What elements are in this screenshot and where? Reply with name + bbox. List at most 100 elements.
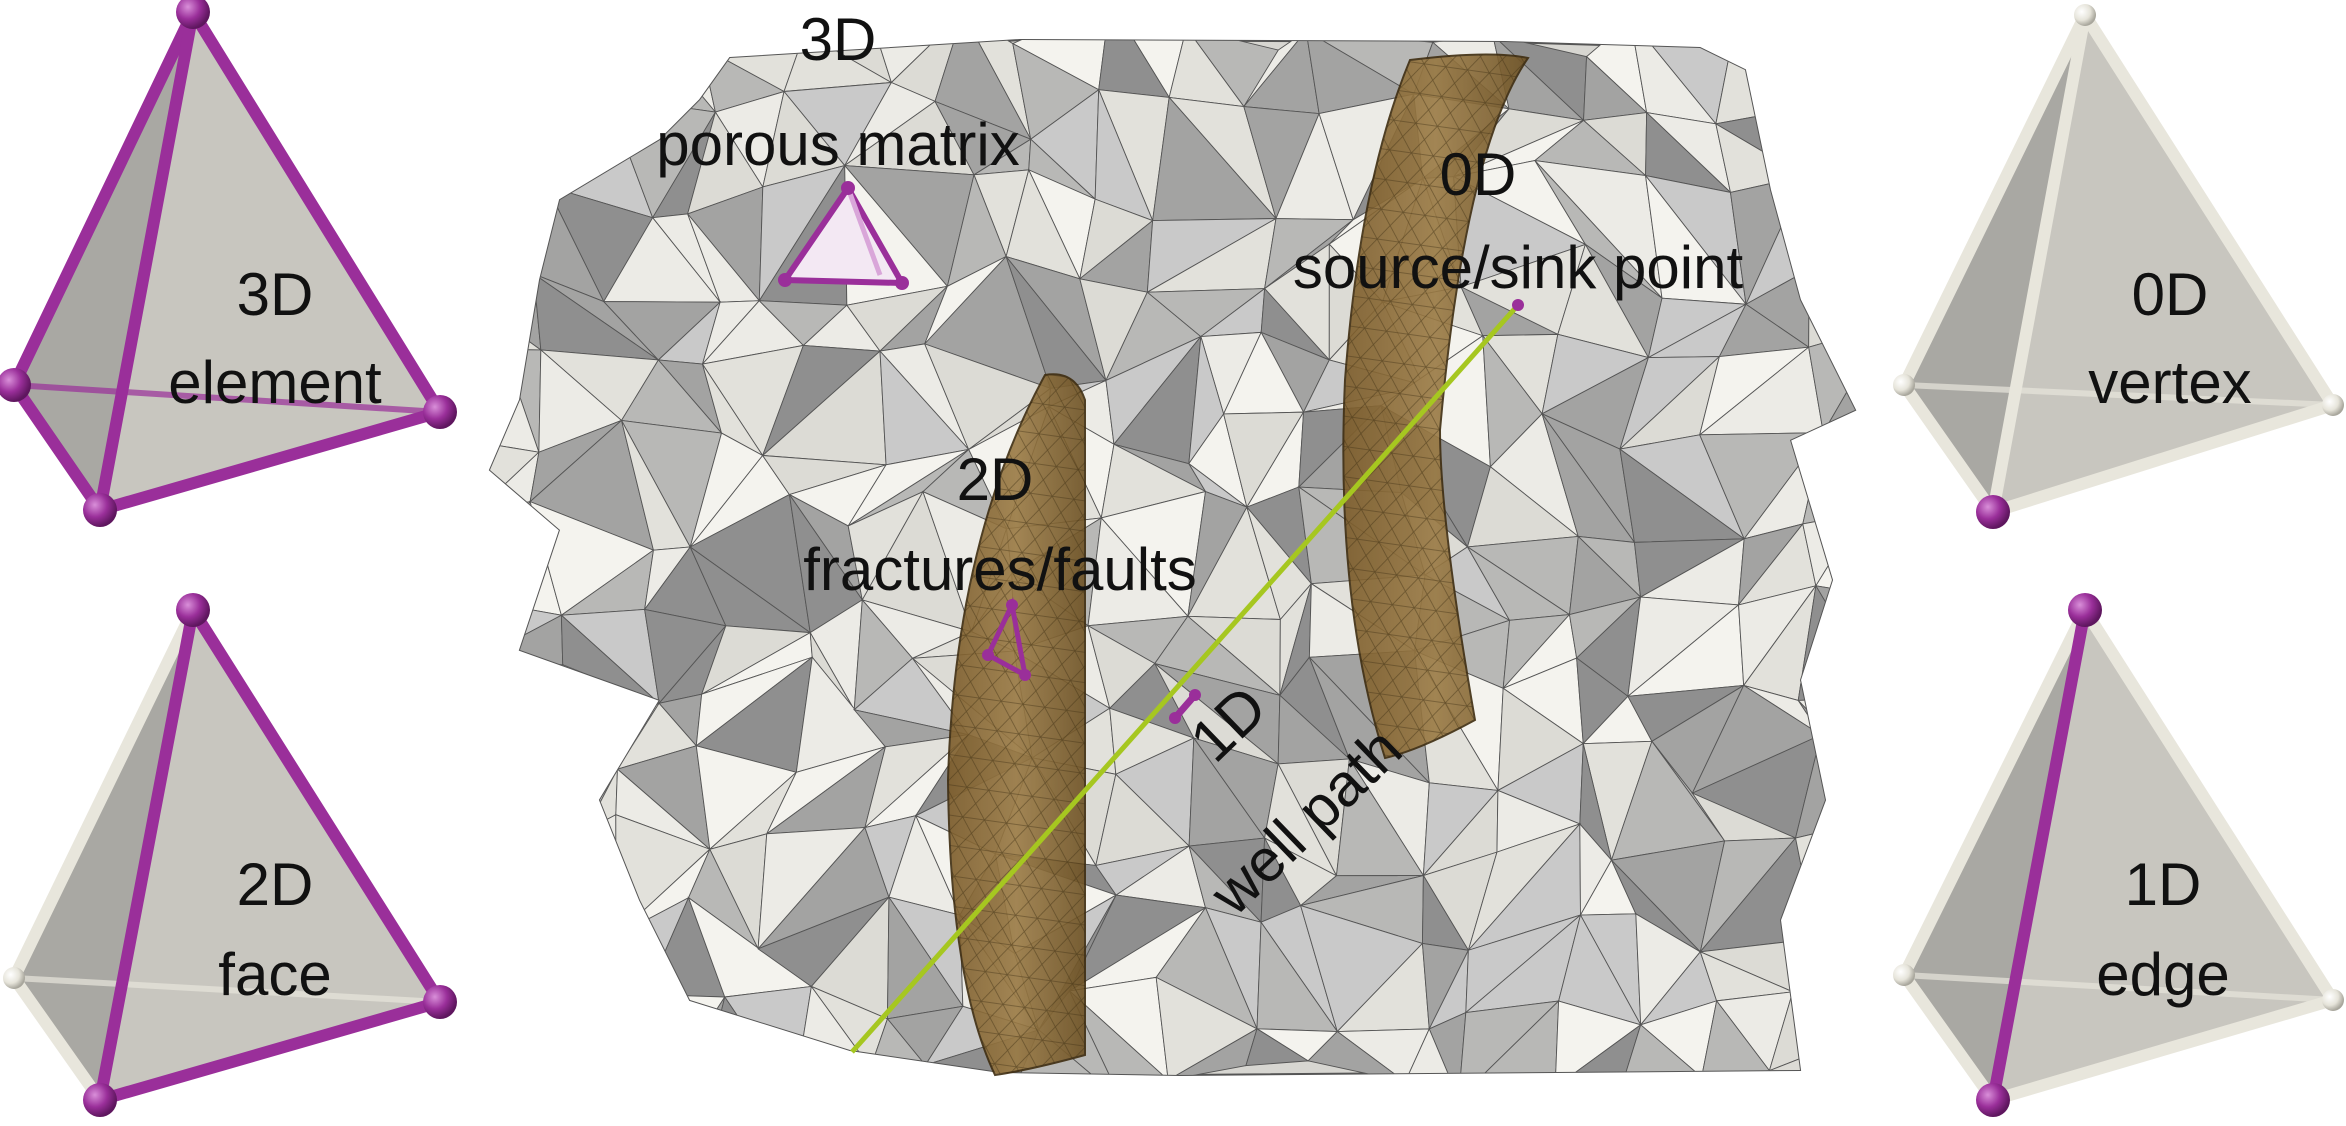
well-path-line [850,303,1520,1054]
mesh-triangle [506,114,573,187]
mesh-triangle [1307,1030,1406,1075]
tetra-edge-back [11,975,443,1005]
element-dim-label: 3D [237,261,314,328]
mesh-triangle [490,898,549,1031]
mesh-triangle [1715,40,1821,125]
mesh-triangle [1808,175,1855,291]
mesh-triangle [1819,733,1855,821]
face-name-label: face [218,941,331,1008]
tetra-edge-top-right [187,6,446,418]
tetra-vertex-F [83,493,117,527]
mesh-triangle [1404,1027,1460,1075]
mesh-triangle [1822,431,1855,515]
tetra-vertex-R [2322,394,2344,416]
tetra-vertex-F [1976,1083,2010,1117]
mesh-triangle [1791,938,1855,993]
tetra-vertex-card [1893,4,2344,529]
source-dim-label: 0D [1440,141,1517,208]
mesh-triangle [645,993,726,1075]
tetra-edge-left-front [8,972,106,1106]
tetra-vertex-L [0,368,31,402]
mesh-triangle [543,40,608,138]
mesh-triangle [490,736,530,870]
edge-dim-label: 1D [2125,851,2202,918]
mesh-triangle [546,96,608,187]
tetra-edge-front-right [94,996,446,1106]
mesh-triangle [1069,990,1169,1075]
mesh-block: 3D porous matrix 0D source/sink point 2D… [488,6,1857,1077]
tetra-front-face [100,12,440,510]
mesh-triangle [1612,1024,1703,1075]
source-name-label: source/sink point [1293,234,1744,301]
tetra-edge-left-front [1898,969,1999,1106]
tetra-front-face [1993,610,2333,1100]
mesh-triangle [547,829,617,937]
mesh-triangle [1770,40,1855,106]
mesh-triangle [490,57,572,137]
mesh-triangle [490,181,535,302]
mesh-triangle [1819,40,1855,106]
tetra-side-face [14,610,193,1100]
mesh-triangle [1791,950,1855,1027]
mesh-triangle [490,661,564,739]
tetra-edge-top-front [94,6,199,516]
element-name-label: element [168,349,382,416]
fractures-dim-label: 2D [957,446,1034,513]
tetra-vertex-R [2322,989,2344,1011]
porous-matrix-marker [778,181,909,290]
mesh-triangle [1715,122,1806,193]
mesh-triangle [1808,268,1855,348]
mesh-triangle [1803,94,1855,178]
tetra-vertex-L [1893,374,1915,396]
tetra-vertex-T [2074,4,2096,26]
face-dim-label: 2D [237,851,314,918]
mesh-triangle [490,1028,566,1075]
tetra-front-face [100,610,440,1100]
mesh-triangle [1803,94,1855,177]
mesh-triangle [506,829,587,918]
tetra-vertex-L [1893,964,1915,986]
tetra-element-card [0,0,457,527]
mesh-triangle [490,40,573,138]
mesh-triangle [490,299,543,351]
mesh-triangle [1808,268,1855,326]
vertex-dim-label: 0D [2132,261,2209,328]
tetra-edge-left-front [1898,379,1999,518]
mesh-triangle [506,770,587,871]
vertex-name-label: vertex [2088,349,2251,416]
edge-name-label: edge [2096,941,2229,1008]
mesh-triangle [723,985,812,1075]
tetra-edge-top-right [2079,9,2339,411]
mesh-triangle [499,915,574,1040]
tetra-vertex-T [176,0,210,29]
mesh-triangle [1814,820,1855,952]
mesh-triangle [1803,175,1855,271]
mesh-triangle [490,500,531,603]
mesh-triangle [572,934,647,1041]
tetra-edge-top-left [8,604,199,984]
tetra-edge-front-right [94,406,446,516]
tetra-edge-top-front [1987,604,2091,1106]
tetra-vertex-R [423,395,457,429]
tetra-edge-top-right [187,604,446,1008]
tetra-edge-top-left [1898,604,2091,981]
tetra-edge-card [1893,593,2344,1117]
tetra-edge-front-right [1987,994,2339,1106]
tetra-edge-top-left [1898,9,2091,391]
mesh-triangle [490,182,548,276]
mesh-triangle [1795,820,1855,940]
tetra-vertex-F [1976,495,2010,529]
porous-matrix-dim-label: 3D [800,6,877,73]
tetra-vertex-T [2068,593,2102,627]
mesh-triangle [584,813,617,937]
mesh-triangle [490,273,542,351]
mesh-triangle [572,993,663,1075]
tetra-edge-front-right [1987,399,2339,518]
tetra-edge-back [1901,382,2336,408]
tetra-vertex-T [176,593,210,627]
mesh-triangle [490,664,564,772]
mesh-triangle [490,868,550,918]
tetra-edge-top-right [2079,604,2339,1006]
mesh-triangle [1815,512,1855,598]
